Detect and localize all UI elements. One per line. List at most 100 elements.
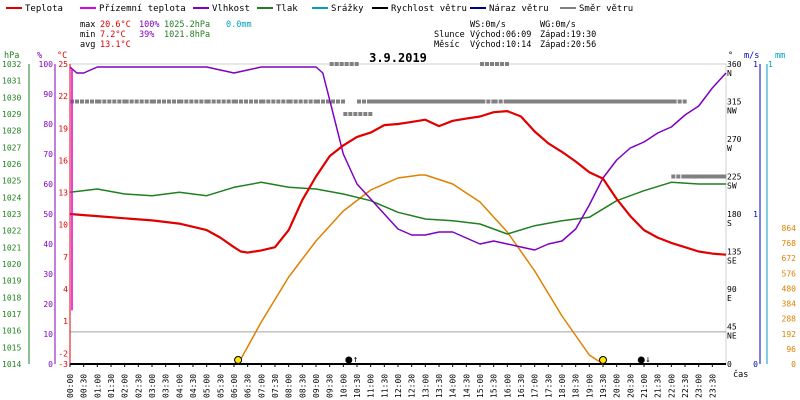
wind-direction-point [708, 174, 713, 179]
x-tick-label: 05:00 [203, 374, 212, 398]
legend-item-naraz-vetru: Náraz větru [470, 4, 549, 14]
wind-direction-point [657, 99, 662, 104]
wind-direction-point [221, 99, 226, 104]
deg-tick-label: 135 [727, 248, 742, 257]
direction-tick-label: NW [727, 107, 737, 116]
wind-direction-point [349, 62, 354, 66]
x-tick-label: 03:00 [148, 374, 157, 398]
wind-direction-point [394, 99, 399, 104]
x-tick-label: 00:00 [66, 374, 75, 398]
wind-direction-point [216, 99, 221, 104]
legend-label: Rychlost větru [391, 4, 467, 14]
events-layer: ↑ ↓ [234, 355, 651, 365]
wind-direction-point [662, 99, 667, 104]
hpa-tick-label: 1031 [2, 77, 21, 86]
wind-direction-point [244, 99, 248, 104]
radiation-tick-label: 768 [782, 239, 797, 248]
x-tick-label: 16:00 [503, 374, 512, 398]
wind-direction-point [370, 99, 375, 104]
wind-direction-point [608, 99, 612, 104]
moon-event-arrow: ↓ [645, 355, 650, 365]
degc-tick-label: 25 [58, 60, 68, 69]
mm-tick-label: 1 [768, 60, 773, 69]
wind-direction-point [194, 99, 199, 104]
wind-direction-point [425, 99, 430, 104]
wind-direction-point [539, 99, 544, 104]
x-tick-label: 18:30 [572, 374, 581, 398]
x-tick-label: 11:00 [367, 374, 376, 398]
x-tick-label: 00:30 [80, 374, 89, 398]
x-tick-label: 08:00 [285, 374, 294, 398]
wind-direction-point [690, 174, 694, 179]
wind-direction-point [421, 99, 426, 104]
x-tick-label: 21:30 [654, 374, 663, 398]
x-tick-label: 11:30 [380, 374, 389, 398]
x-tick-label: 12:00 [394, 374, 403, 398]
hpa-tick-label: 1032 [2, 60, 21, 69]
x-tick-label: 03:30 [162, 374, 171, 398]
wind-direction-point [526, 99, 530, 104]
x-tick-label: 12:30 [408, 374, 417, 398]
degc-tick-label: 1 [63, 317, 68, 326]
legend-label: Srážky [331, 4, 364, 14]
wind-direction-point [667, 99, 672, 104]
wind-direction-point [703, 174, 708, 179]
stats-max-hum: 100% [139, 20, 159, 30]
legend-item-vlhkost: Vlhkost [193, 4, 250, 14]
astro-info: WS:0m/s WG:0m/s Slunce Východ:06:09 Zápa… [434, 20, 596, 50]
stats-max-press: 1025.2hPa [164, 20, 210, 30]
wind-direction-point [435, 99, 440, 104]
hpa-tick-label: 1028 [2, 127, 21, 136]
pct-tick-label: 100 [39, 60, 54, 69]
radiation-tick-label: 864 [782, 224, 797, 233]
wind-direction-point [644, 99, 648, 104]
humidity-line [69, 66, 727, 251]
sun-rise: Východ:06:09 [470, 30, 531, 40]
wind-direction-point [589, 99, 594, 104]
x-tick-label: 19:30 [599, 374, 608, 398]
wind-direction-point [271, 99, 276, 104]
wind-direction-point [199, 99, 204, 104]
legend-label: Vlhkost [212, 4, 250, 14]
wind-direction-point [403, 99, 407, 104]
wind-direction-point [334, 62, 339, 66]
hpa-tick-label: 1019 [2, 277, 21, 286]
wind-direction-point [380, 99, 385, 104]
legend-label: Tlak [276, 4, 298, 14]
hpa-tick-label: 1016 [2, 327, 21, 336]
stats-min-hum: 39% [139, 30, 154, 40]
wind-direction-point [157, 99, 161, 104]
wind-direction-point [112, 99, 117, 104]
x-tick-label: 17:00 [531, 374, 540, 398]
wind-direction-point [211, 99, 216, 104]
radiation-tick-label: 384 [782, 300, 797, 309]
wind-direction-point [685, 174, 689, 179]
wind-direction-point [293, 99, 298, 104]
x-tick-label: 06:00 [230, 374, 239, 398]
degc-tick-label: 22 [58, 92, 68, 101]
wind-direction-point [585, 99, 590, 104]
degc-tick-label: 7 [63, 253, 68, 262]
wind-direction-point [313, 99, 318, 104]
wind-direction-point [354, 62, 359, 66]
axis-headers: hPa % °C ° m/s mm čas [4, 51, 785, 380]
wind-direction-point [331, 99, 335, 104]
wind-direction-point [562, 99, 566, 104]
wind-direction-point [389, 99, 394, 104]
wind-direction-point [308, 99, 313, 104]
stats-avg-label: avg [80, 40, 95, 50]
wind-direction-point [206, 99, 211, 104]
wind-direction-point [544, 99, 549, 104]
direction-tick-label: NE [727, 332, 737, 341]
x-tick-label: 14:30 [462, 374, 471, 398]
wind-direction-point [172, 99, 176, 104]
pct-tick-label: 30 [43, 270, 53, 279]
wind-direction-point [102, 99, 107, 104]
x-tick-label: 09:00 [312, 374, 321, 398]
wind-direction-point [276, 99, 281, 104]
moon-event-arrow: ↑ [353, 355, 358, 365]
hpa-tick-label: 1024 [2, 193, 21, 202]
x-tick-label: 17:30 [544, 374, 553, 398]
wind-direction-point [189, 99, 194, 104]
wind-direction-point [341, 99, 345, 104]
